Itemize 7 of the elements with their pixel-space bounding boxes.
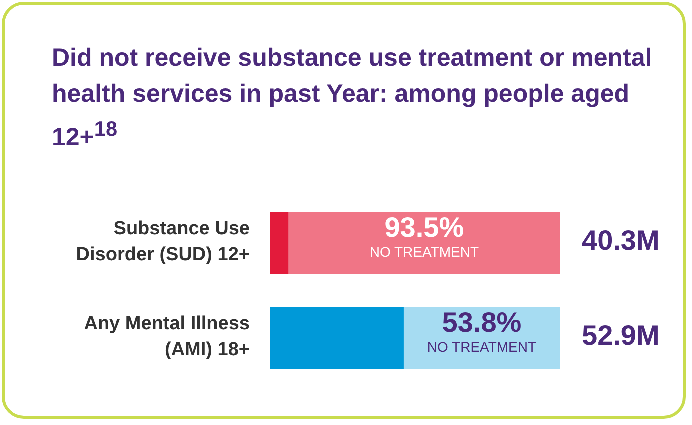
annotation: 52.9M [582,320,660,351]
annotation: 40.3M [582,224,660,256]
y-tick-label: Any Mental Illness (AMI) 18+ [84,314,250,361]
y-tick-label: Substance Use Disorder (SUD) 12+ [76,218,250,266]
data-label: 93.5% NO TREATMENT [370,212,480,260]
chart-title: Did not receive substance use treatment or mental health services in past Year: among people aged 12+$^{18}$ [52,43,654,154]
data-label: 53.8% NO TREATMENT [427,307,538,355]
